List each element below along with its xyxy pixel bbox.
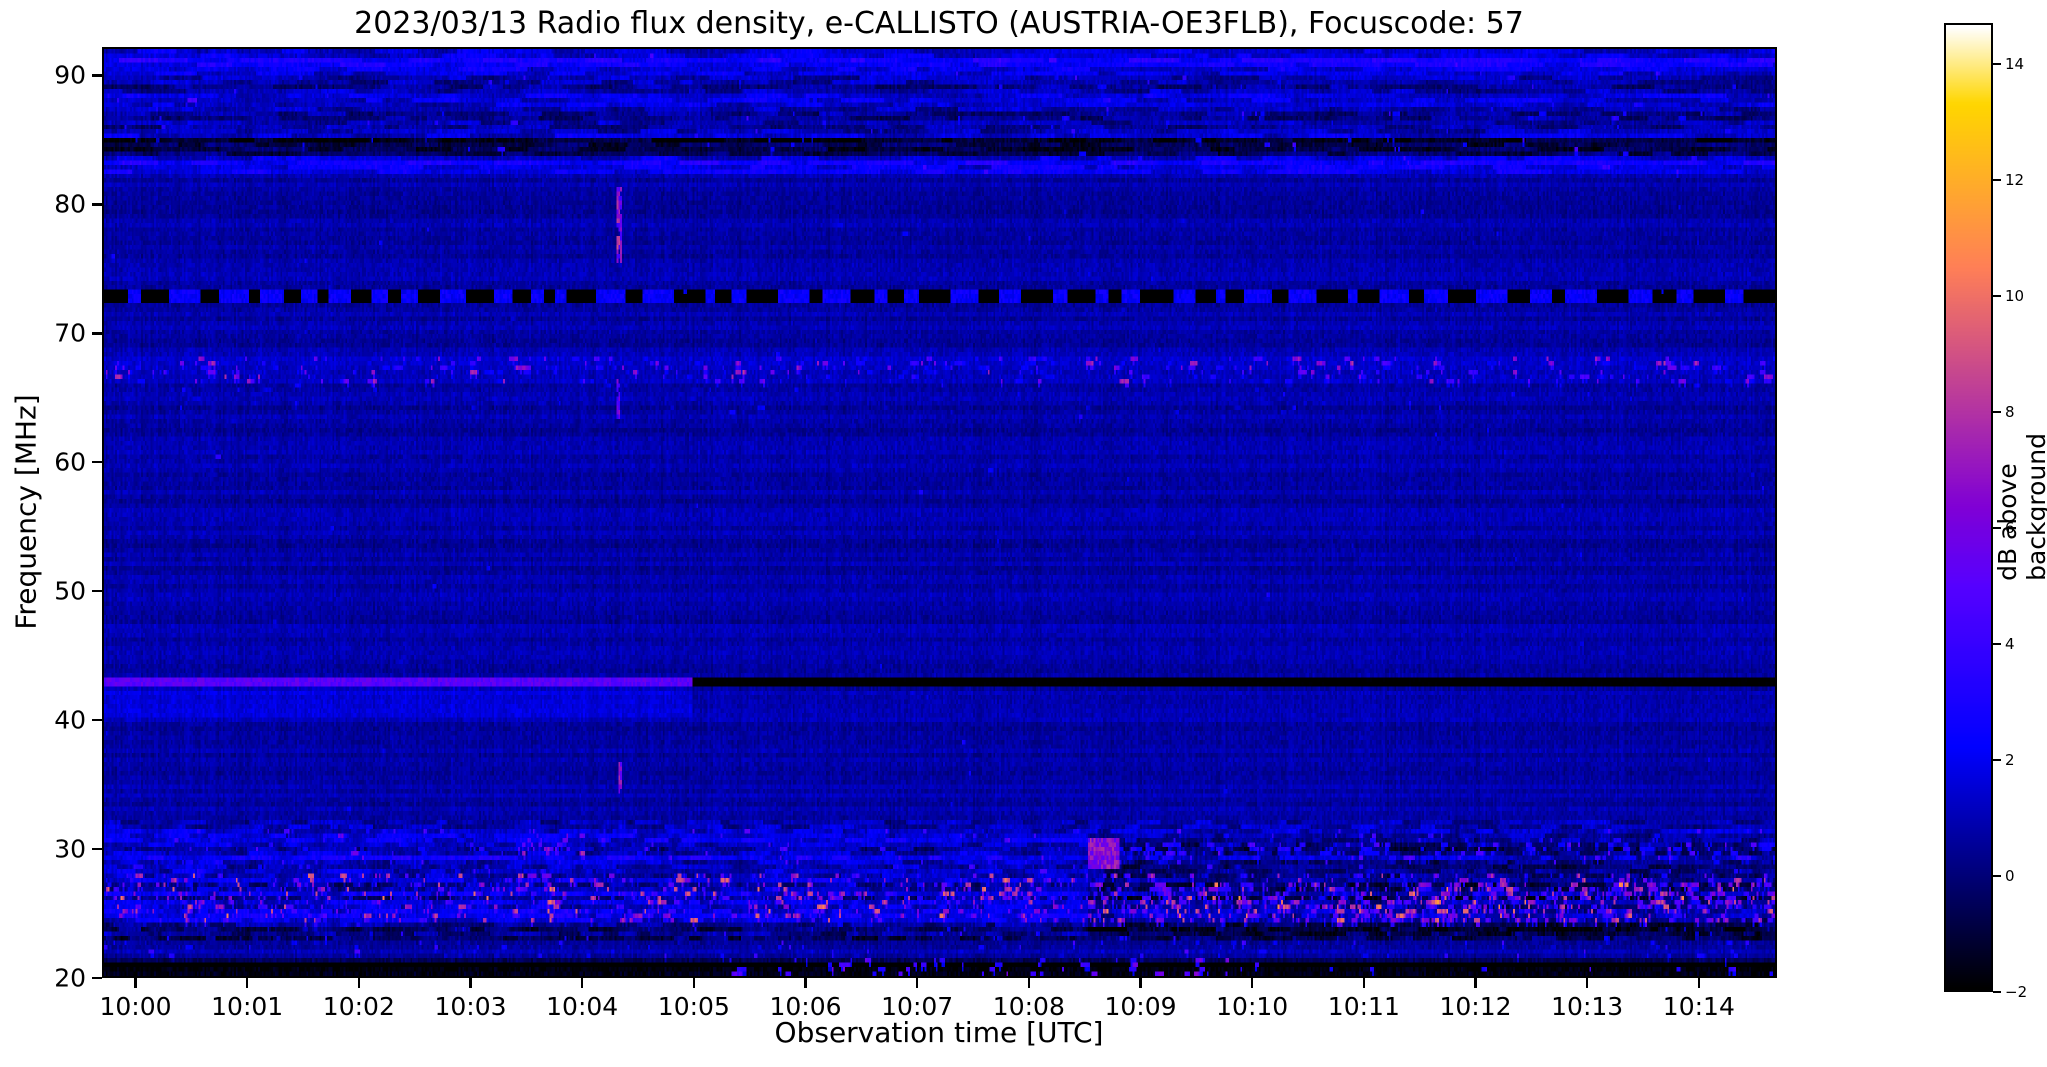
- x-tick-label: 10:11: [1327, 992, 1400, 1021]
- x-tick-mark: [1362, 978, 1366, 988]
- x-tick-label: 10:03: [434, 992, 507, 1021]
- colorbar-tick-mark: [1993, 642, 2001, 645]
- y-tick-mark: [92, 847, 102, 851]
- x-tick-mark: [580, 978, 584, 988]
- y-tick-label: 60: [54, 447, 86, 477]
- x-tick-label: 10:01: [211, 992, 284, 1021]
- x-tick-label: 10:05: [657, 992, 730, 1021]
- y-tick-mark: [92, 74, 102, 77]
- colorbar-tick-label: 6: [2005, 518, 2015, 537]
- colorbar-label: dB above background: [1993, 433, 2047, 581]
- x-tick-label: 10:10: [1216, 992, 1289, 1021]
- colorbar-tick-mark: [1993, 526, 2001, 529]
- x-tick-mark: [804, 978, 807, 988]
- colorbar-tick-mark: [1993, 294, 2001, 297]
- x-tick-label: 10:13: [1551, 992, 1624, 1021]
- x-tick-label: 10:02: [322, 992, 395, 1021]
- colorbar-tick-label: 14: [2005, 54, 2025, 73]
- x-tick-mark: [1697, 978, 1701, 988]
- x-tick-mark: [357, 978, 361, 988]
- y-tick-label: 40: [54, 705, 86, 735]
- colorbar-tick-mark: [1993, 410, 2001, 413]
- colorbar: [1944, 23, 1993, 992]
- y-tick-mark: [92, 203, 102, 206]
- colorbar-tick-label: 0: [2005, 866, 2015, 885]
- y-tick-label: 50: [54, 576, 86, 606]
- colorbar-tick-label: 8: [2005, 402, 2015, 421]
- y-tick-label: 70: [54, 318, 86, 348]
- y-tick-mark: [92, 460, 102, 464]
- y-tick-label: 80: [54, 189, 86, 219]
- colorbar-tick-mark: [1993, 178, 2001, 181]
- x-axis-label: Observation time [UTC]: [774, 1016, 1104, 1049]
- x-tick-mark: [692, 978, 696, 988]
- colorbar-tick-label: 10: [2005, 286, 2025, 305]
- x-tick-mark: [1027, 978, 1031, 988]
- colorbar-tick-label: 4: [2005, 634, 2015, 653]
- x-tick-label: 10:04: [546, 992, 619, 1021]
- x-tick-mark: [1585, 978, 1589, 988]
- x-tick-mark: [469, 978, 472, 988]
- colorbar-gradient-canvas: [1946, 25, 1991, 990]
- colorbar-tick-mark: [1993, 874, 2001, 877]
- colorbar-tick-label: −2: [2005, 983, 2028, 1001]
- x-tick-label: 10:07: [881, 992, 954, 1021]
- colorbar-tick-mark: [1993, 758, 2001, 761]
- x-tick-mark: [1474, 978, 1477, 988]
- x-tick-mark: [245, 978, 249, 988]
- y-tick-label: 90: [54, 60, 86, 90]
- x-tick-label: 10:14: [1662, 992, 1735, 1021]
- x-tick-mark: [134, 978, 137, 988]
- colorbar-tick-label: 12: [2005, 170, 2025, 189]
- x-tick-mark: [915, 978, 919, 988]
- y-tick-label: 20: [54, 963, 86, 993]
- spectrogram-canvas: [104, 49, 1775, 976]
- y-tick-label: 30: [54, 834, 86, 864]
- x-tick-mark: [1139, 978, 1142, 988]
- colorbar-tick-mark: [1993, 62, 2001, 65]
- x-tick-label: 10:00: [99, 992, 172, 1021]
- x-tick-label: 10:08: [992, 992, 1065, 1021]
- y-tick-mark: [92, 332, 102, 335]
- y-tick-mark: [92, 976, 102, 980]
- y-tick-mark: [92, 589, 102, 593]
- plot-area: [102, 47, 1777, 978]
- x-tick-label: 10:09: [1104, 992, 1177, 1021]
- colorbar-tick-label: 2: [2005, 750, 2015, 769]
- colorbar-tick-mark: [1993, 991, 2001, 993]
- x-tick-label: 10:12: [1439, 992, 1512, 1021]
- x-tick-label: 10:06: [769, 992, 842, 1021]
- x-tick-mark: [1250, 978, 1254, 988]
- y-tick-mark: [92, 718, 102, 722]
- chart-title: 2023/03/13 Radio flux density, e-CALLIST…: [354, 6, 1524, 41]
